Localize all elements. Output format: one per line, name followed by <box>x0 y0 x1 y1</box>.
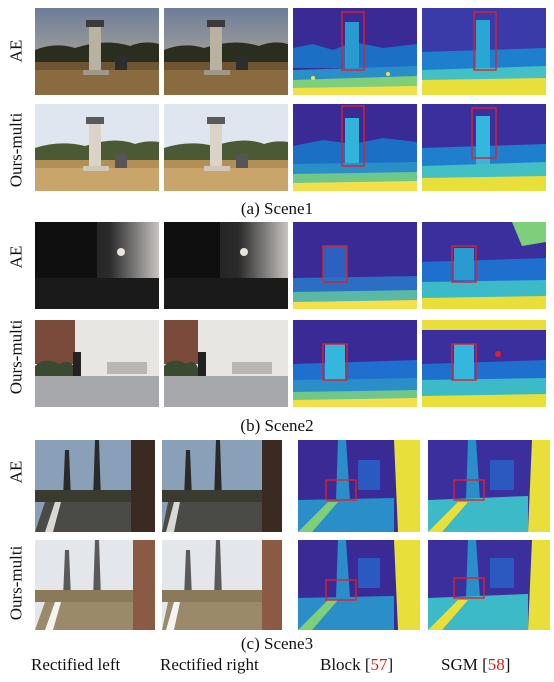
scene1-ours-rectified-right <box>164 104 288 191</box>
sgm-label: SGM <box>441 655 478 674</box>
scene2-ours-sgm-disparity <box>422 320 546 407</box>
scene1-ours-sgm-disparity <box>422 104 546 191</box>
row-label-scene1-ae: AE <box>6 39 26 63</box>
scene3-ours-sgm-disparity <box>428 540 550 630</box>
scene1-ours-rectified-left <box>35 104 159 191</box>
scene1-ae-sgm-disparity <box>422 8 546 95</box>
column-label-sgm: SGM [58] <box>441 655 511 674</box>
scene2-ours-rectified-left <box>35 320 159 407</box>
column-label-rectified-left: Rectified left <box>31 655 121 674</box>
column-label-rectified-right: Rectified right <box>160 655 259 674</box>
scene3-ae-rectified-left <box>35 440 155 532</box>
column-label-block: Block [57] <box>320 655 394 674</box>
row-label-scene3-ae: AE <box>6 460 26 484</box>
caption-scene1: (a) Scene1 <box>240 199 314 218</box>
scene1-ae-rectified-left <box>35 8 159 95</box>
scene1-ae-rectified-right <box>164 8 288 95</box>
scene3-ours-rectified-right <box>162 540 282 630</box>
scene2-ae-sgm-disparity <box>422 222 546 309</box>
scene3-ours-rectified-left <box>35 540 155 630</box>
scene3-ae-sgm-disparity <box>428 440 550 532</box>
scene2-ae-rectified-right <box>164 222 288 309</box>
block-citation[interactable]: 57 <box>370 655 388 674</box>
row-label-scene2-ae: AE <box>6 245 26 269</box>
sgm-citation[interactable]: 58 <box>487 655 505 674</box>
scene1-ae-block-disparity <box>293 8 417 95</box>
row-label-scene1-ours: Ours-multi <box>6 112 26 188</box>
scene2-ours-block-disparity <box>293 320 417 407</box>
scene3-ae-rectified-right <box>162 440 282 532</box>
block-label: Block <box>320 655 361 674</box>
scene2-ae-block-disparity <box>293 222 417 309</box>
caption-scene3: (c) Scene3 <box>240 634 314 653</box>
row-label-scene2-ours: Ours-multi <box>6 319 26 395</box>
row-label-scene3-ours: Ours-multi <box>6 545 26 621</box>
scene1-ours-block-disparity <box>293 104 417 191</box>
scene3-ae-block-disparity <box>298 440 420 532</box>
caption-scene2: (b) Scene2 <box>240 416 314 435</box>
scene2-ours-rectified-right <box>164 320 288 407</box>
scene3-ours-block-disparity <box>298 540 420 630</box>
scene2-ae-rectified-left <box>35 222 159 309</box>
